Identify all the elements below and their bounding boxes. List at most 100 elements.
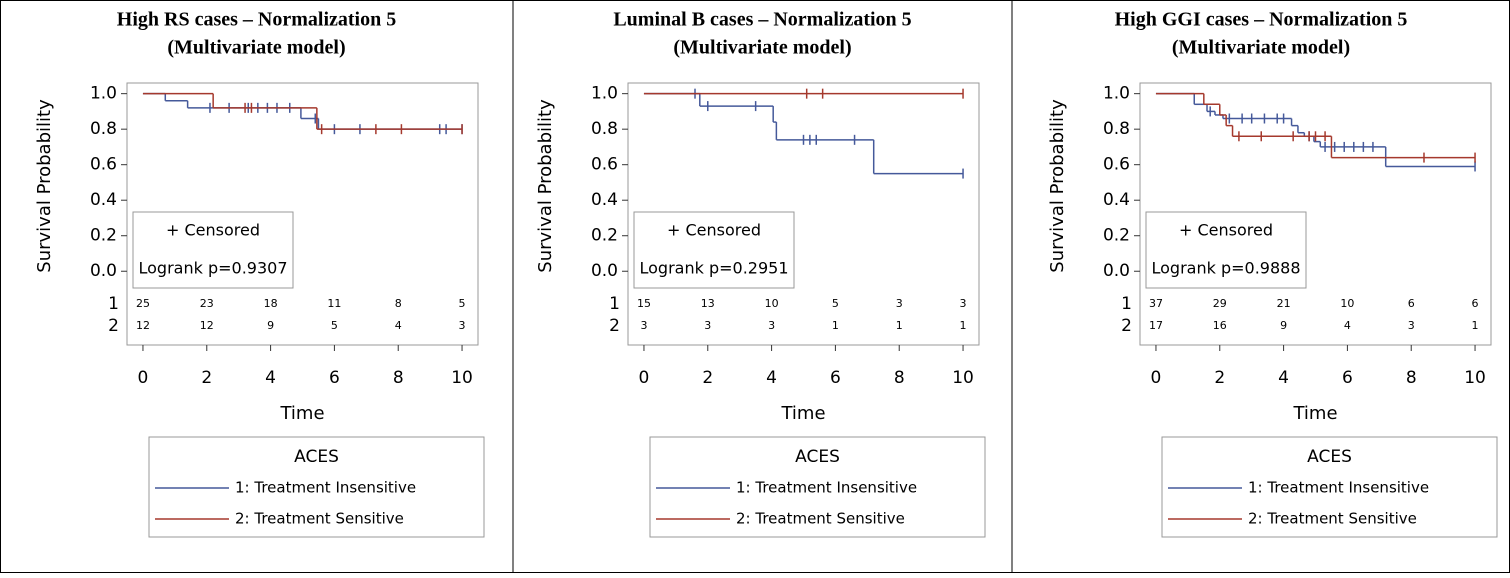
x-tick-label: 4 xyxy=(766,368,777,388)
risk-count: 3 xyxy=(640,319,647,332)
chart-title: Luminal B cases – Normalization 5 xyxy=(613,9,911,31)
y-tick-label: 0.8 xyxy=(90,119,117,139)
risk-count: 13 xyxy=(701,297,715,310)
y-axis-label: Survival Probability xyxy=(535,99,556,273)
test-label: Logrank p=0.2951 xyxy=(640,259,789,278)
x-tick-label: 10 xyxy=(451,368,473,388)
x-tick-label: 6 xyxy=(1342,368,1353,388)
y-axis-label: Survival Probability xyxy=(34,99,55,273)
x-axis-label: Time xyxy=(279,403,324,424)
risk-count: 3 xyxy=(896,297,903,310)
chart-panel: High GGI cases – Normalization 5 (Multiva… xyxy=(1047,9,1498,538)
risk-count: 23 xyxy=(200,297,214,310)
y-tick-label: 1.0 xyxy=(1103,84,1130,104)
y-tick-label: 0.6 xyxy=(90,155,117,175)
risk-count: 5 xyxy=(331,319,338,332)
plot-frame xyxy=(627,82,980,346)
x-tick-label: 0 xyxy=(1151,368,1162,388)
chart-title: High RS cases – Normalization 5 xyxy=(117,9,396,31)
legend-label: 1: Treatment Insensitive xyxy=(1248,479,1429,497)
test-label: Logrank p=0.9307 xyxy=(139,259,288,278)
risk-count: 3 xyxy=(768,319,775,332)
y-tick-label: 0.0 xyxy=(90,261,117,281)
risk-count: 12 xyxy=(200,319,214,332)
risk-row-label: 2 xyxy=(609,316,620,336)
y-axis-label: Survival Probability xyxy=(1047,99,1068,273)
risk-count: 1 xyxy=(1472,319,1479,332)
legend-label: 1: Treatment Insensitive xyxy=(736,479,917,497)
x-tick-label: 4 xyxy=(1278,368,1289,388)
x-tick-label: 10 xyxy=(952,368,974,388)
x-tick-label: 6 xyxy=(329,368,340,388)
x-axis-label: Time xyxy=(1292,403,1337,424)
y-tick-label: 0.2 xyxy=(591,226,618,246)
censor-label: + Censored xyxy=(1179,221,1273,240)
y-tick-label: 0.8 xyxy=(1103,119,1130,139)
x-tick-label: 0 xyxy=(639,368,650,388)
risk-count: 3 xyxy=(960,297,967,310)
y-tick-label: 0.8 xyxy=(591,119,618,139)
y-tick-label: 0.6 xyxy=(1103,155,1130,175)
risk-count: 10 xyxy=(765,297,779,310)
legend-label: 1: Treatment Insensitive xyxy=(235,479,416,497)
risk-count: 17 xyxy=(1149,319,1163,332)
risk-count: 1 xyxy=(960,319,967,332)
chart-subtitle: (Multivariate model) xyxy=(1172,37,1350,59)
risk-count: 1 xyxy=(832,319,839,332)
risk-count: 3 xyxy=(704,319,711,332)
legend-title: ACES xyxy=(294,447,339,467)
risk-row-label: 2 xyxy=(1121,316,1132,336)
chart-panel: High RS cases – Normalization 5 (Multivar… xyxy=(34,9,485,538)
inset-legend-box xyxy=(132,211,294,289)
risk-count: 5 xyxy=(832,297,839,310)
test-label: Logrank p=0.9888 xyxy=(1152,259,1301,278)
x-tick-label: 4 xyxy=(265,368,276,388)
risk-count: 29 xyxy=(1213,297,1227,310)
x-tick-label: 10 xyxy=(1464,368,1486,388)
legend-title: ACES xyxy=(795,447,840,467)
risk-count: 16 xyxy=(1213,319,1227,332)
legend-box xyxy=(1161,436,1498,538)
censor-label: + Censored xyxy=(166,221,260,240)
legend-title: ACES xyxy=(1307,447,1352,467)
x-tick-label: 2 xyxy=(702,368,713,388)
risk-count: 9 xyxy=(1280,319,1287,332)
chart-subtitle: (Multivariate model) xyxy=(673,37,851,59)
risk-count: 5 xyxy=(459,297,466,310)
y-tick-label: 0.2 xyxy=(90,226,117,246)
y-tick-label: 0.4 xyxy=(1103,190,1130,210)
legend-box xyxy=(148,436,485,538)
risk-count: 25 xyxy=(136,297,150,310)
legend-box xyxy=(649,436,986,538)
x-tick-label: 8 xyxy=(894,368,905,388)
x-tick-label: 8 xyxy=(393,368,404,388)
legend-label: 2: Treatment Sensitive xyxy=(1248,510,1417,528)
risk-count: 8 xyxy=(395,297,402,310)
risk-count: 21 xyxy=(1277,297,1291,310)
x-tick-label: 6 xyxy=(830,368,841,388)
inset-legend-box xyxy=(1145,211,1307,289)
risk-count: 1 xyxy=(896,319,903,332)
y-tick-label: 0.6 xyxy=(591,155,618,175)
risk-count: 4 xyxy=(395,319,402,332)
chart-title: High GGI cases – Normalization 5 xyxy=(1115,9,1408,31)
y-tick-label: 1.0 xyxy=(591,84,618,104)
risk-count: 10 xyxy=(1340,297,1354,310)
y-tick-label: 1.0 xyxy=(90,84,117,104)
y-tick-label: 0.4 xyxy=(591,190,618,210)
y-tick-label: 0.0 xyxy=(1103,261,1130,281)
risk-count: 4 xyxy=(1344,319,1351,332)
risk-count: 18 xyxy=(264,297,278,310)
risk-count: 15 xyxy=(637,297,651,310)
x-tick-label: 8 xyxy=(1406,368,1417,388)
inset-legend-box xyxy=(633,211,795,289)
risk-count: 3 xyxy=(1408,319,1415,332)
risk-count: 12 xyxy=(136,319,150,332)
risk-count: 9 xyxy=(267,319,274,332)
risk-row-label: 1 xyxy=(1121,294,1132,314)
risk-row-label: 2 xyxy=(108,316,119,336)
plot-frame xyxy=(1139,82,1492,346)
x-axis-label: Time xyxy=(780,403,825,424)
y-tick-label: 0.2 xyxy=(1103,226,1130,246)
